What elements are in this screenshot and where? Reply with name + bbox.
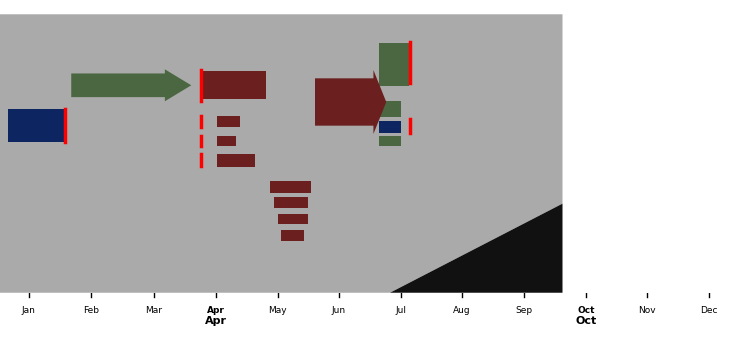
Text: Apr: Apr [205,316,227,326]
Text: Date of onset: Date of onset [328,333,422,346]
Bar [202,71,266,99]
Text: Jun: Jun [332,306,346,315]
Bar [217,116,240,127]
Bar [278,213,308,224]
Text: Sep: Sep [516,306,532,315]
Bar [270,181,311,193]
Text: Jan: Jan [22,306,35,315]
Text: Feb: Feb [82,306,99,315]
Text: Nov: Nov [638,306,656,315]
Bar [281,230,304,241]
Polygon shape [0,203,562,293]
Text: Mar: Mar [146,306,162,315]
FancyArrow shape [315,70,386,134]
Bar [379,121,401,133]
Text: Jul: Jul [395,306,406,315]
Bar [274,197,308,207]
Bar [217,154,255,167]
Bar [379,43,409,86]
FancyArrow shape [71,69,191,101]
Text: Oct: Oct [577,306,595,315]
Text: Dec: Dec [700,306,718,315]
Text: Aug: Aug [453,306,471,315]
Bar [217,136,236,146]
Text: Apr: Apr [207,306,225,315]
Polygon shape [0,14,562,293]
Text: May: May [268,306,286,315]
Text: Oct: Oct [575,316,596,326]
Bar [379,101,401,117]
Bar [8,109,64,142]
Bar [379,136,401,146]
